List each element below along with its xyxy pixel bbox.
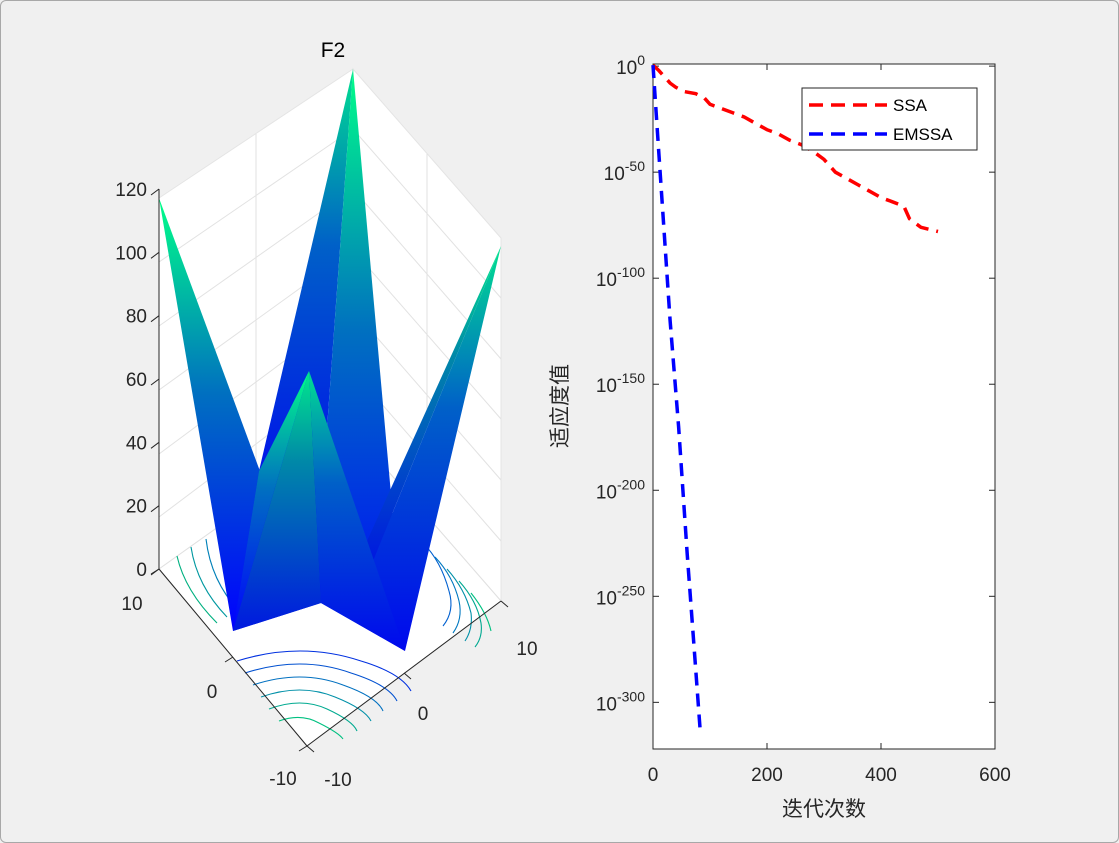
x-tick-label: 600: [979, 765, 1011, 786]
x-floor-tick-mark: [403, 672, 412, 680]
y-axis-ticks: 100 10-50 10-100 10-150 10-200 10-250 10-300: [596, 52, 995, 715]
z-tick-label: 40: [126, 433, 147, 454]
surface-face: [233, 371, 321, 631]
plot-area: [652, 63, 996, 750]
z-tick-mark: [150, 378, 160, 386]
z-tick-mark: [150, 251, 160, 259]
surface-face: [259, 69, 353, 511]
y-tick-label: 100: [616, 52, 645, 79]
y-floor-tick-label: 10: [121, 594, 142, 615]
x-tick-label: 200: [751, 765, 783, 786]
legend: SSA EMSSA: [801, 87, 978, 151]
x-axis-ticks: 0 200 400 600: [648, 64, 1011, 786]
legend-label-emssa: EMSSA: [893, 125, 953, 144]
surface-face: [367, 246, 501, 561]
surface-face: [309, 371, 405, 651]
y-tick-label: 10-250: [596, 582, 645, 609]
y-floor-tick-mark: [224, 656, 234, 663]
y-tick-label: 10-100: [596, 264, 645, 291]
z-tick-mark: [150, 315, 160, 323]
y-floor-tick-mark: [298, 745, 308, 752]
convergence-plot: 0 200 400 600 100 10-50 10-100 10-150 10-200 10-…: [548, 52, 1011, 821]
y-tick-label: 10-50: [604, 158, 646, 185]
y-tick-label: 10-200: [596, 476, 645, 503]
x-axis-label: 迭代次数: [782, 797, 866, 821]
z-tick-label: 20: [126, 497, 147, 518]
y-tick-label: 10-300: [596, 688, 645, 715]
z-tick-mark: [150, 441, 160, 449]
x-floor-tick-label: -10: [324, 770, 351, 791]
x-tick-label: 0: [648, 765, 659, 786]
y-tick-label: 10-150: [596, 370, 645, 397]
legend-box: [801, 87, 978, 151]
surface-3d-plot: 0 20 40 60 80 100 120 -10 0 10 -10 0 10 F2: [115, 39, 537, 791]
surface-mesh: [159, 69, 501, 651]
surface-title: F2: [321, 39, 346, 62]
z-tick-label: 120: [115, 180, 147, 201]
surface-face: [159, 198, 271, 631]
z-tick-label: 0: [136, 560, 147, 581]
z-tick-label: 60: [126, 370, 147, 391]
surface-face: [373, 246, 501, 651]
y-floor-tick-label: -10: [269, 769, 296, 790]
legend-label-ssa: SSA: [893, 96, 928, 115]
x-floor-tick-mark: [500, 600, 509, 608]
z-tick-mark: [150, 188, 160, 196]
x-tick-label: 400: [865, 765, 897, 786]
y-axis-label: 适应度值: [548, 364, 572, 448]
z-axis-ticks: 0 20 40 60 80 100 120: [115, 180, 160, 581]
z-tick-label: 80: [126, 307, 147, 328]
x-floor-tick-mark: [306, 745, 315, 753]
floor-axis-ticks: -10 0 10 -10 0 10: [121, 568, 538, 791]
y-floor-tick-label: 0: [207, 682, 218, 703]
surface-face: [233, 371, 309, 631]
z-tick-label: 100: [115, 243, 147, 264]
y-floor-tick-mark: [150, 568, 160, 575]
z-tick-mark: [150, 505, 160, 513]
x-floor-tick-label: 10: [516, 639, 537, 660]
x-floor-tick-label: 0: [418, 704, 429, 725]
